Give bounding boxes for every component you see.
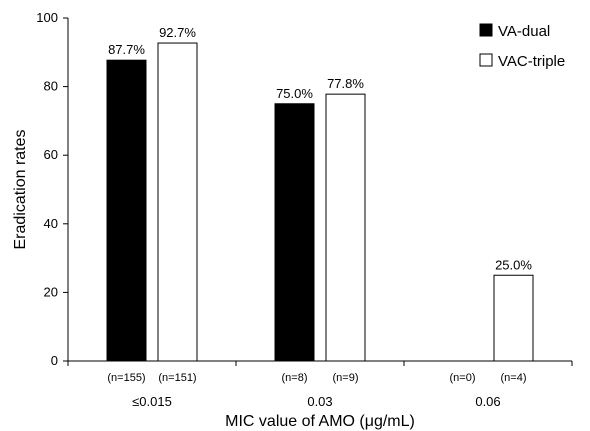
sample-size-label: (n=155) [107, 372, 145, 384]
x-axis-title: MIC value of AMO (μg/mL) [225, 413, 415, 430]
bars [106, 42, 534, 362]
legend-swatch-vac-triple [479, 53, 493, 67]
y-axis: 0 20 40 60 80 100 [36, 10, 69, 368]
bar-vac-triple [325, 93, 366, 362]
y-tick-label: 20 [44, 284, 58, 299]
legend: VA-dual VAC-triple [479, 23, 565, 70]
y-tick-label: 80 [44, 79, 58, 94]
bar-value-label: 75.0% [276, 86, 313, 101]
sample-size-label: (n=8) [282, 372, 308, 384]
bar-value-label: 92.7% [159, 25, 196, 40]
sample-size-label: (n=4) [501, 372, 527, 384]
x-axis: ≤0.015(n=155) (n=151)0.03(n=8) (n=9)0.06(n… [67, 360, 573, 409]
sample-size-label: (n=9) [333, 372, 359, 384]
sample-size-label: (n=151) [158, 372, 196, 384]
bar-vac-triple [493, 274, 534, 362]
y-tick-label: 0 [51, 353, 58, 368]
y-tick-label: 60 [44, 147, 58, 162]
legend-label-va-dual: VA-dual [498, 23, 550, 40]
category-label: 0.03 [307, 394, 332, 409]
category-label: 0.06 [475, 394, 500, 409]
y-tick-label: 40 [44, 216, 58, 231]
bar-va-dual [274, 103, 315, 362]
sample-size-label: (n=0) [450, 372, 476, 384]
data-labels: 87.7% 92.7% 75.0% 77.8% 25.0% [108, 25, 532, 272]
bar-value-label: 25.0% [495, 257, 532, 272]
y-axis-title: Eradication rates [12, 129, 29, 249]
y-tick-label: 100 [36, 10, 58, 25]
bar-vac-triple [157, 42, 198, 362]
category-label: ≤0.015 [132, 394, 172, 409]
legend-label-vac-triple: VAC-triple [498, 53, 565, 70]
legend-swatch-va-dual [479, 23, 493, 37]
bar-value-label: 87.7% [108, 42, 145, 57]
bar-value-label: 77.8% [327, 76, 364, 91]
bar-va-dual [106, 59, 147, 362]
